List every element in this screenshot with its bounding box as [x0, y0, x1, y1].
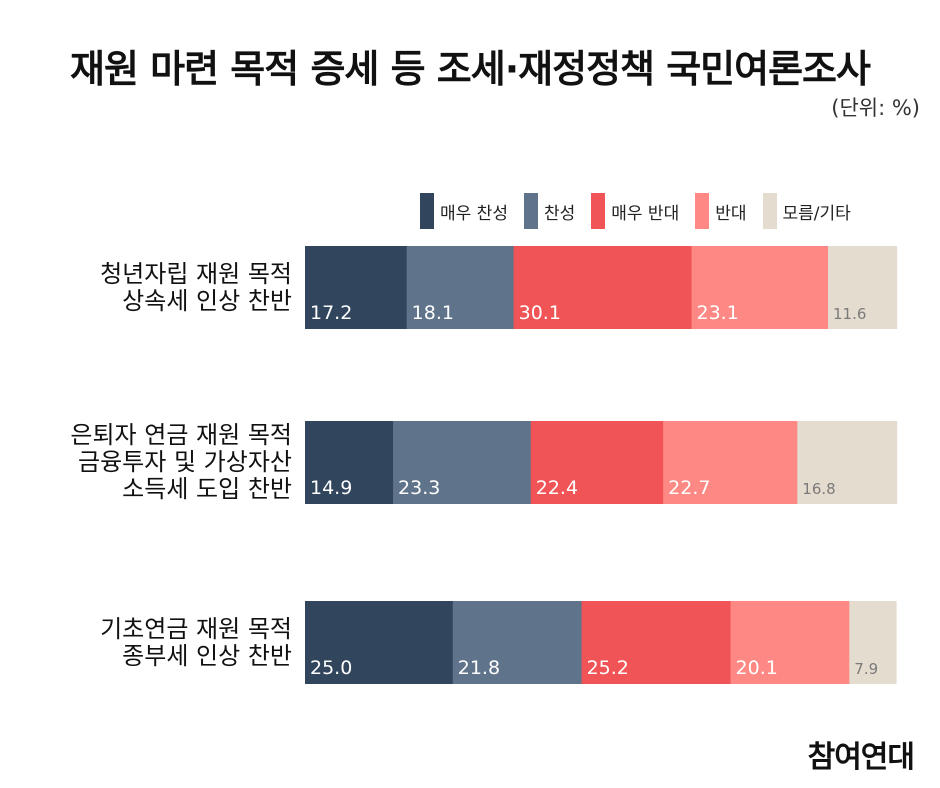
- legend: 매우 찬성 찬성 매우 반대 반대 모름/기타: [420, 193, 851, 229]
- category-label-line: 소득세 도입 찬반: [122, 475, 292, 503]
- category-label: 청년자립 재원 목적 상속세 인상 찬반: [100, 259, 292, 315]
- category-label-line: 청년자립 재원 목적: [100, 259, 292, 288]
- bar-value-label: 16.8: [802, 480, 835, 498]
- category-label: 기초연금 재원 목적 종부세 인상 찬반: [100, 614, 292, 670]
- bar-value-label: 25.2: [587, 657, 629, 679]
- category-label-line: 금융투자 및 가상자산: [78, 448, 292, 476]
- bar-value-label: 7.9: [854, 660, 878, 678]
- bar-value-label: 23.3: [398, 477, 440, 499]
- bar-segment: [530, 421, 664, 504]
- category-label-line: 종부세 인상 찬반: [122, 641, 292, 670]
- legend-label: 모름/기타: [782, 203, 851, 224]
- bar-value-label: 22.7: [668, 477, 710, 499]
- bar-value-label: 30.1: [519, 302, 561, 324]
- category-label-line: 기초연금 재원 목적: [100, 614, 292, 643]
- legend-item: 반대: [695, 193, 747, 229]
- legend-swatch: [762, 193, 777, 229]
- legend-item: 매우 반대: [591, 193, 679, 229]
- bar-segment: [663, 421, 798, 504]
- bar-value-label: 14.9: [310, 477, 352, 499]
- bar-value-label: 22.4: [536, 477, 578, 499]
- bar-segment: [305, 421, 394, 504]
- bar-value-label: 23.1: [697, 302, 739, 324]
- bar-segment: [849, 601, 897, 684]
- legend-swatch: [420, 193, 434, 229]
- legend-label: 찬성: [543, 203, 576, 224]
- bar-segment: [730, 601, 850, 684]
- legend-item: 모름/기타: [762, 193, 851, 229]
- bar-value-label: 25.0: [310, 657, 352, 679]
- bar-value-label: 21.8: [458, 657, 500, 679]
- legend-label: 매우 반대: [611, 203, 680, 224]
- legend-item: 찬성: [523, 193, 576, 229]
- legend-swatch: [591, 193, 606, 229]
- bar-segment: [452, 601, 583, 684]
- category-label-line: 은퇴자 연금 재원 목적: [70, 421, 292, 449]
- legend-item: 매우 찬성: [420, 193, 508, 229]
- bar-segment: [513, 246, 693, 329]
- bar-segment: [305, 246, 408, 329]
- bar-value-label: 17.2: [310, 302, 352, 324]
- bar-value-label: 20.1: [736, 657, 778, 679]
- bar-segment: [797, 421, 898, 504]
- legend-swatch: [523, 193, 538, 229]
- legend-label: 반대: [715, 203, 747, 224]
- bar-segment: [393, 421, 532, 504]
- footer-logo: 참여연대: [807, 740, 915, 775]
- bar-segment: [305, 601, 454, 684]
- bar-segment: [581, 601, 732, 684]
- legend-swatch: [695, 193, 710, 229]
- category-label-line: 상속세 인상 찬반: [122, 286, 292, 315]
- legend-label: 매우 찬성: [440, 203, 508, 224]
- category-label: 은퇴자 연금 재원 목적 금융투자 및 가상자산 소득세 도입 찬반: [70, 422, 292, 503]
- bar-segment: [406, 246, 515, 329]
- bar-value-label: 18.1: [412, 302, 454, 324]
- bar-segment: [691, 246, 829, 329]
- unit-label: (단위: %): [831, 96, 920, 120]
- chart-title: 재원 마련 목적 증세 등 조세·재정정책 국민여론조사: [70, 47, 871, 91]
- bar-value-label: 11.6: [833, 305, 866, 323]
- bar-segment: [828, 246, 898, 329]
